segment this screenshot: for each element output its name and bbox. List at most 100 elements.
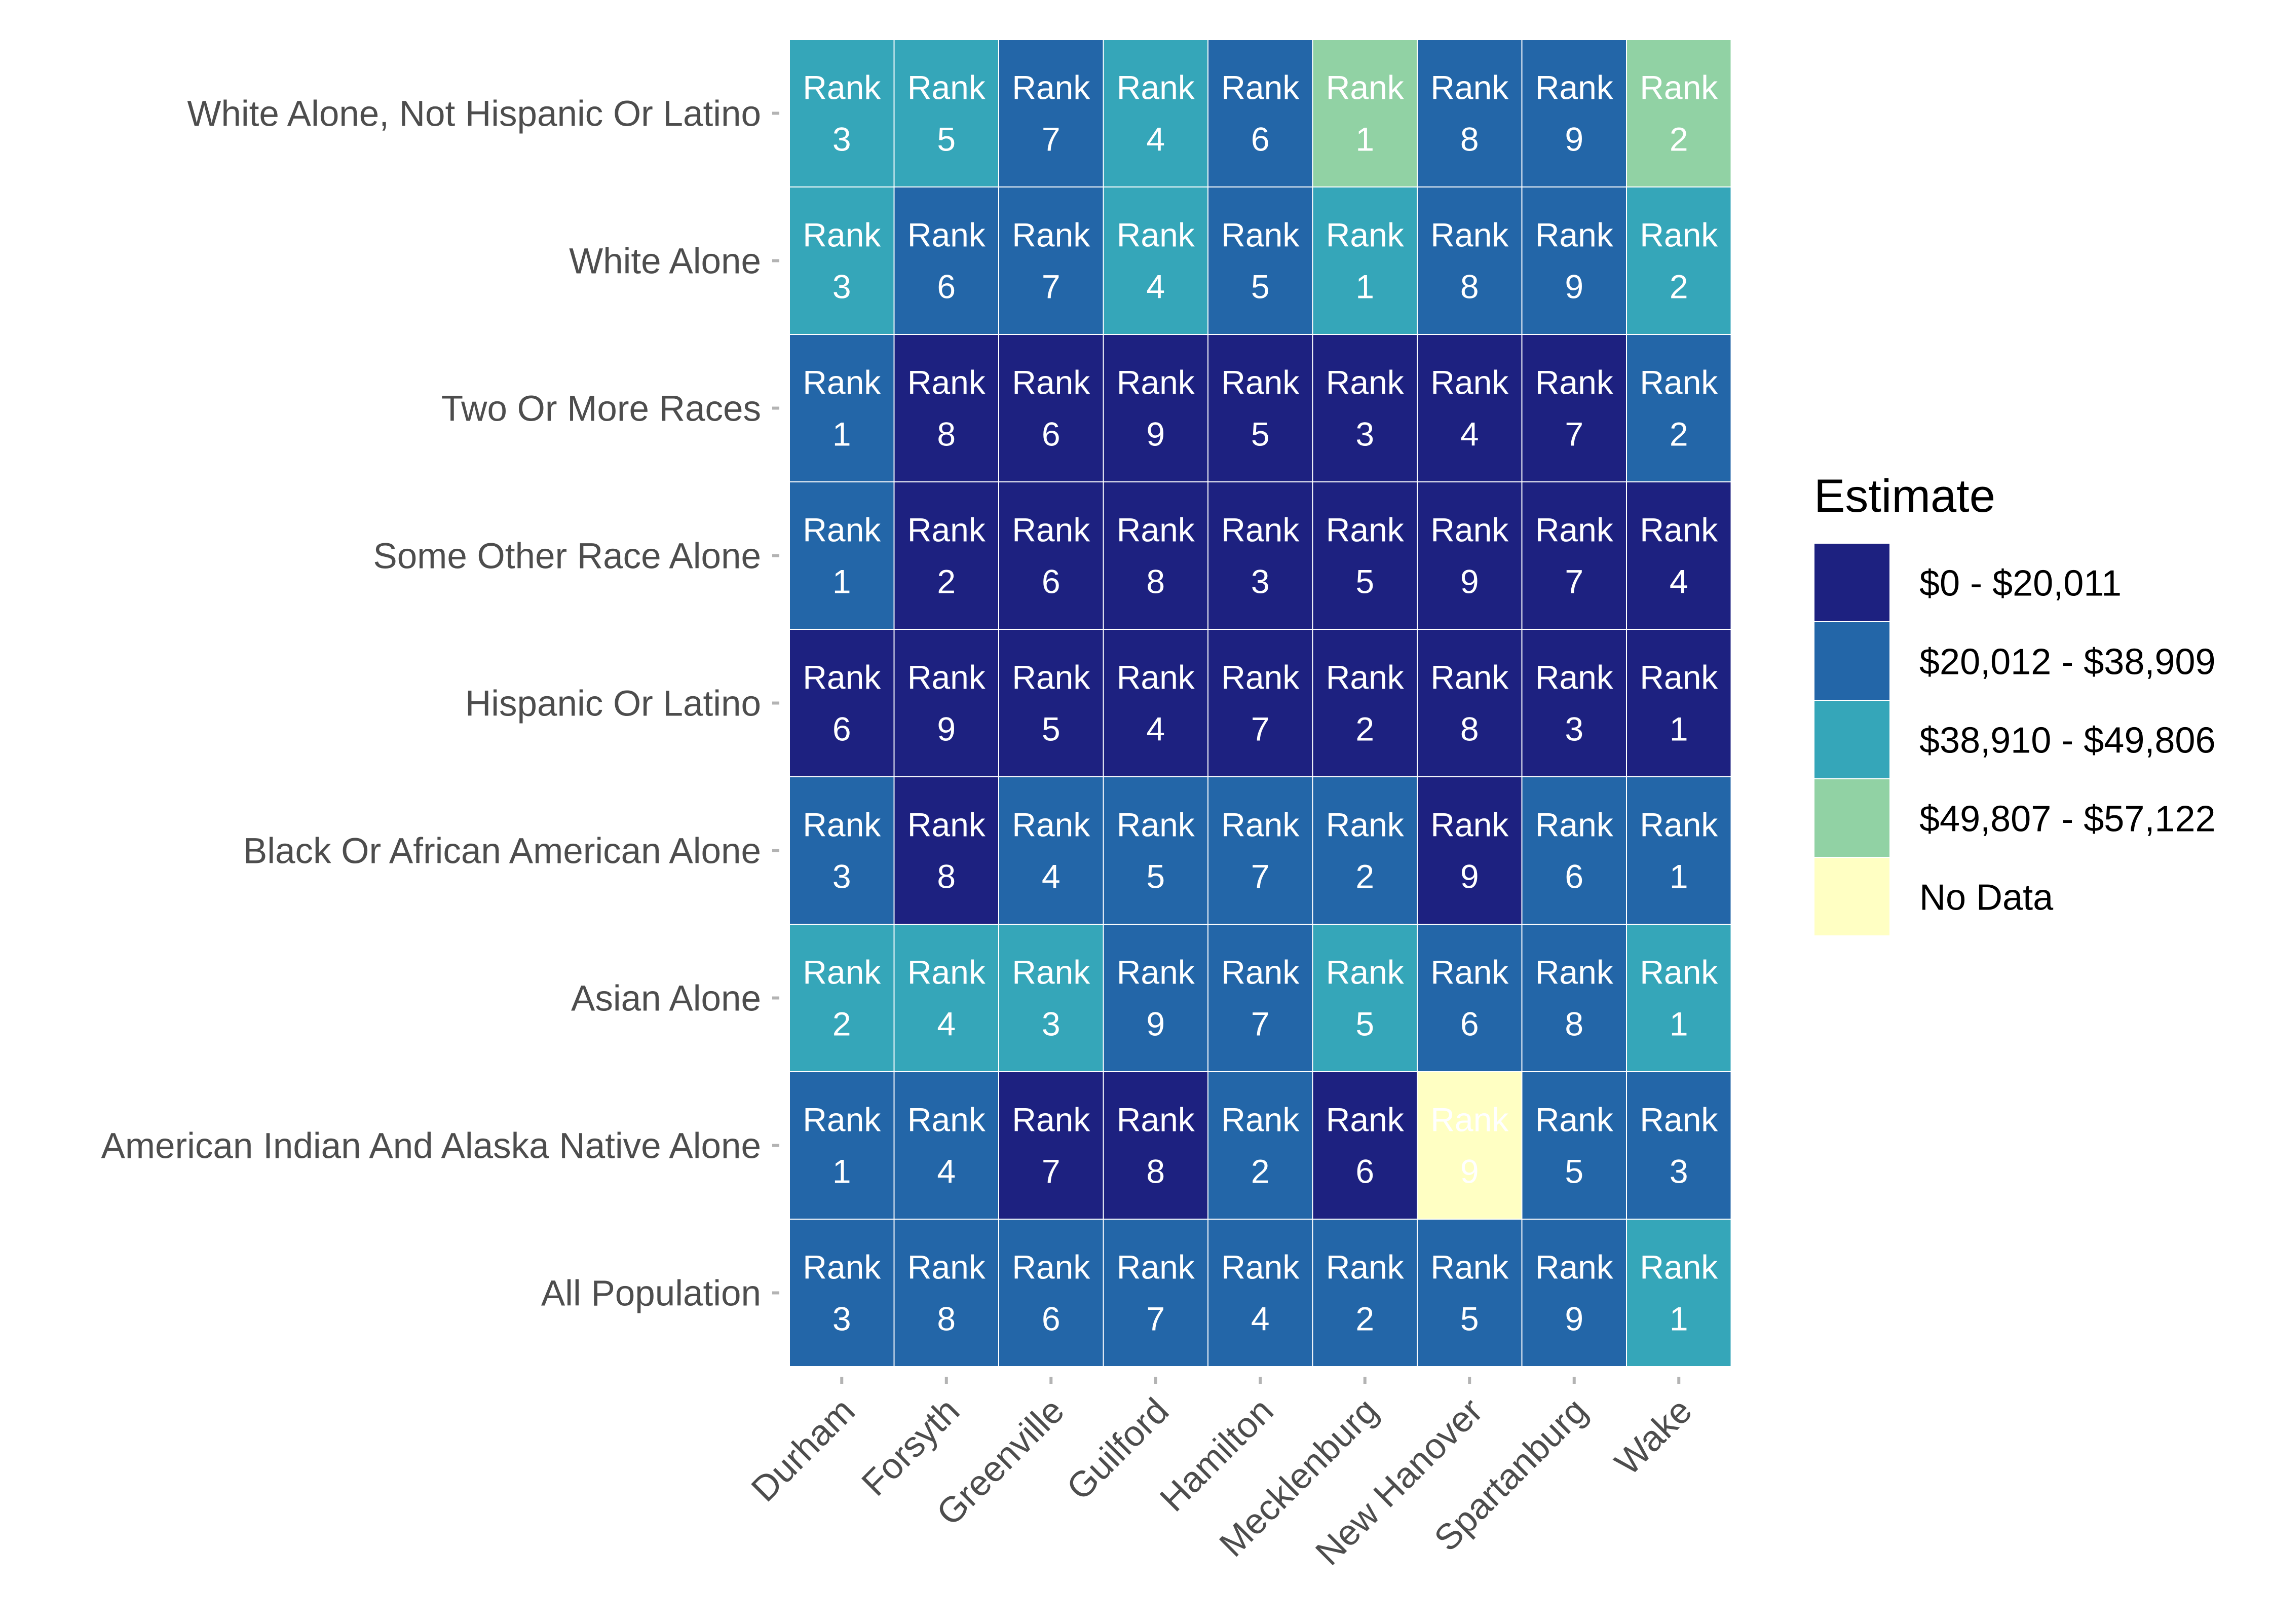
cell-rank-label: Rank — [1430, 69, 1509, 106]
cell-rank-label: Rank — [1117, 954, 1195, 991]
cell-rect — [893, 776, 999, 925]
heatmap-cell: Rank 4 — [1103, 39, 1208, 187]
cell-rank-value: 2 — [1670, 121, 1688, 158]
cell-rect — [1521, 186, 1627, 335]
cell-rect — [1626, 186, 1732, 335]
cell-rank-label: Rank — [1221, 364, 1300, 401]
heatmap-cell: Rank 6 — [1417, 924, 1523, 1072]
heatmap-cell: Rank 4 — [1103, 186, 1208, 335]
cell-rank-label: Rank — [1640, 216, 1718, 254]
cell-rank-value: 6 — [833, 710, 851, 748]
cell-rank-label: Rank — [1012, 69, 1090, 106]
y-tick-label: Asian Alone — [571, 979, 761, 1019]
cell-rect — [893, 1219, 999, 1367]
cell-rank-value: 7 — [1251, 1005, 1270, 1043]
cell-rect — [1103, 629, 1208, 777]
cell-rank-label: Rank — [1535, 69, 1614, 106]
cell-rect — [1312, 39, 1418, 187]
cell-rank-value: 7 — [1042, 121, 1061, 158]
legend-title: Estimate — [1814, 470, 1995, 522]
heatmap-cell: Rank 6 — [998, 334, 1104, 482]
heatmap-cell: Rank 1 — [1626, 1219, 1732, 1367]
cell-rank-label: Rank — [1117, 806, 1195, 844]
heatmap-cell: Rank 9 — [1521, 186, 1627, 335]
cell-rect — [789, 39, 895, 187]
heatmap-cell: Rank 7 — [1207, 629, 1313, 777]
cell-rank-label: Rank — [1640, 1101, 1718, 1139]
heatmap-cell: Rank 2 — [1626, 39, 1732, 187]
cell-rank-value: 4 — [1460, 416, 1479, 453]
y-axis: White Alone, Not Hispanic Or Latino White… — [101, 94, 779, 1314]
heatmap-cell: Rank 8 — [1103, 1071, 1208, 1220]
cell-rect — [1207, 334, 1313, 482]
cell-rank-value: 3 — [833, 858, 851, 895]
cell-rank-label: Rank — [1221, 216, 1300, 254]
y-tick-label: Some Other Race Alone — [373, 537, 761, 577]
heatmap-cell: Rank 7 — [1103, 1219, 1208, 1367]
cell-rank-value: 5 — [1565, 1153, 1583, 1190]
heatmap-cell: Rank 8 — [893, 776, 999, 925]
cell-rank-value: 1 — [833, 563, 851, 600]
cell-rect — [893, 629, 999, 777]
legend-swatch — [1813, 778, 1890, 858]
cell-rect — [893, 924, 999, 1072]
cell-rank-value: 5 — [1355, 563, 1374, 600]
cell-rank-label: Rank — [907, 954, 986, 991]
cell-rect — [1521, 334, 1627, 482]
cell-rank-value: 7 — [1146, 1300, 1165, 1338]
cell-rank-label: Rank — [803, 69, 881, 106]
cell-rect — [1626, 334, 1732, 482]
cell-rank-label: Rank — [1221, 1249, 1300, 1286]
cell-rect — [1521, 39, 1627, 187]
legend-swatch — [1813, 857, 1890, 936]
cell-rank-label: Rank — [1117, 1101, 1195, 1139]
legend: Estimate $0 - $20,011 $20,012 - $38,909 $3… — [1813, 470, 2216, 936]
cell-rank-value: 1 — [1670, 1005, 1688, 1043]
heatmap-cell: Rank 5 — [1103, 776, 1208, 925]
cell-rank-label: Rank — [1221, 806, 1300, 844]
heatmap-cell: Rank 9 — [1417, 481, 1523, 630]
heatmap-cell: Rank 6 — [998, 1219, 1104, 1367]
cell-rect — [1207, 1071, 1313, 1220]
cell-rank-value: 6 — [1042, 1300, 1061, 1338]
heatmap-cell: Rank 6 — [998, 481, 1104, 630]
heatmap-cell: Rank 9 — [1521, 1219, 1627, 1367]
cell-rect — [1417, 481, 1523, 630]
heatmap-cell: Rank 9 — [1417, 1071, 1523, 1220]
cell-rect — [1626, 629, 1732, 777]
cell-rank-value: 8 — [1460, 121, 1479, 158]
cell-rank-label: Rank — [1535, 364, 1614, 401]
heatmap-cells: Rank 3 Rank 5 Rank 7 Rank 4 Rank 6 Rank 1 Rank 8 Rank 9… — [789, 39, 1732, 1367]
cell-rank-value: 4 — [937, 1153, 956, 1190]
heatmap-cell: Rank 6 — [1207, 39, 1313, 187]
cell-rect — [1103, 1071, 1208, 1220]
cell-rank-label: Rank — [1221, 954, 1300, 991]
heatmap-cell: Rank 4 — [1207, 1219, 1313, 1367]
cell-rank-label: Rank — [907, 1249, 986, 1286]
cell-rect — [998, 186, 1104, 335]
cell-rank-label: Rank — [1535, 216, 1614, 254]
cell-rect — [789, 1219, 895, 1367]
cell-rank-value: 2 — [1355, 858, 1374, 895]
cell-rank-value: 2 — [1670, 416, 1688, 453]
cell-rank-value: 7 — [1251, 710, 1270, 748]
cell-rank-label: Rank — [1640, 954, 1718, 991]
cell-rect — [1103, 1219, 1208, 1367]
cell-rank-value: 6 — [1565, 858, 1583, 895]
cell-rank-label: Rank — [1117, 659, 1195, 696]
legend-label: $38,910 - $49,806 — [1919, 721, 2216, 761]
cell-rank-value: 4 — [1042, 858, 1061, 895]
heatmap-cell: Rank 6 — [1312, 1071, 1418, 1220]
cell-rect — [1521, 924, 1627, 1072]
cell-rank-value: 8 — [937, 416, 956, 453]
cell-rank-value: 3 — [833, 268, 851, 306]
cell-rank-value: 8 — [1460, 710, 1479, 748]
cell-rank-value: 8 — [1146, 563, 1165, 600]
cell-rect — [1207, 924, 1313, 1072]
heatmap-cell: Rank 1 — [1312, 39, 1418, 187]
cell-rect — [789, 481, 895, 630]
cell-rank-label: Rank — [1640, 1249, 1718, 1286]
heatmap-cell: Rank 3 — [789, 186, 895, 335]
cell-rank-value: 1 — [1670, 710, 1688, 748]
cell-rank-label: Rank — [1535, 806, 1614, 844]
